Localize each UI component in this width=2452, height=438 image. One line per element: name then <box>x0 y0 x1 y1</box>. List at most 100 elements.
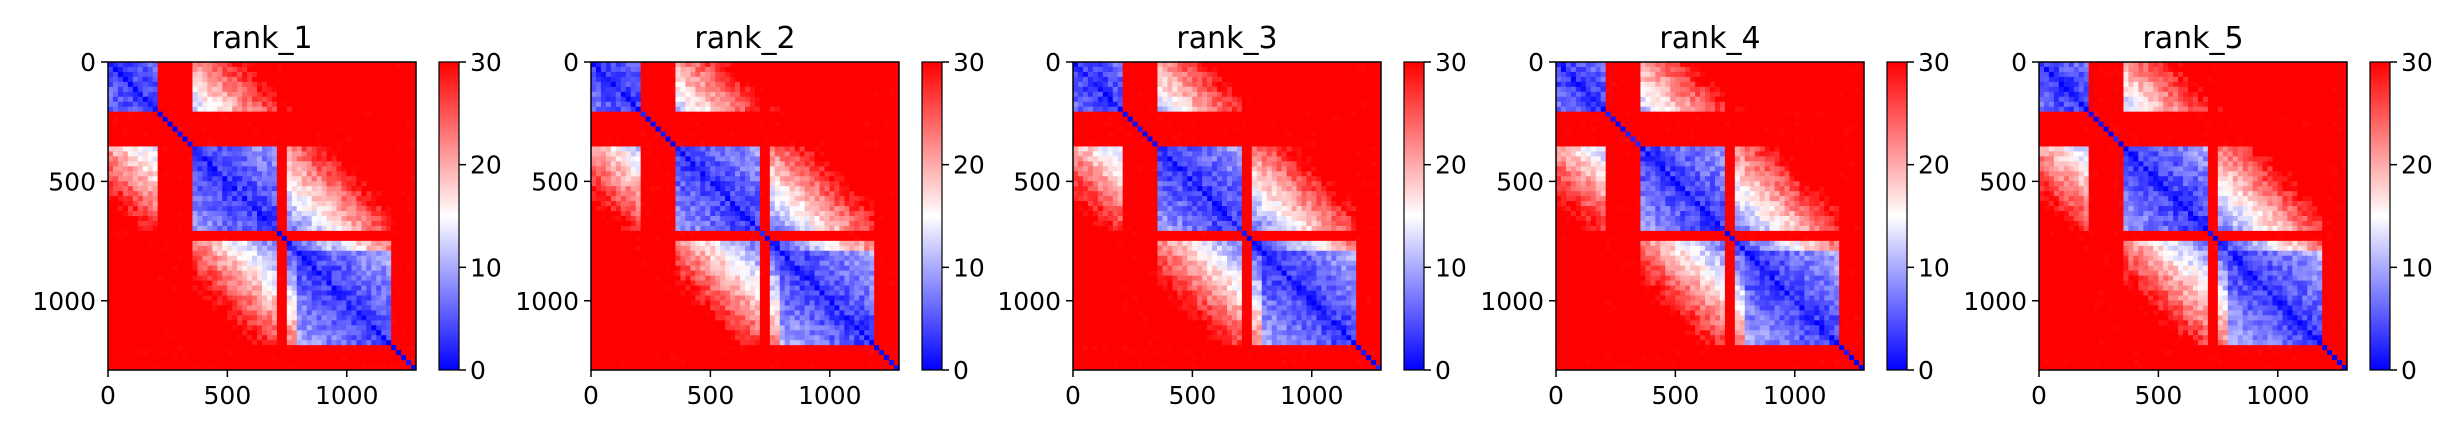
heatmap-cell <box>112 230 119 237</box>
heatmap-cell <box>809 121 815 127</box>
heatmap-cell <box>411 131 417 137</box>
heatmap-cell <box>197 220 203 227</box>
heatmap-cell <box>281 151 288 157</box>
heatmap-cell <box>316 245 323 252</box>
heatmap-cell <box>356 335 362 341</box>
heatmap-cell <box>779 111 786 118</box>
heatmap-cell <box>306 186 313 192</box>
heatmap-cell <box>391 355 397 361</box>
heatmap-cell <box>336 230 342 237</box>
heatmap-cell <box>371 91 377 98</box>
heatmap-cell <box>386 151 392 157</box>
heatmap-cell <box>157 285 164 291</box>
heatmap-cell <box>162 126 169 132</box>
heatmap-cell <box>864 91 870 98</box>
heatmap-cell <box>271 270 278 277</box>
heatmap-cell <box>192 305 198 311</box>
heatmap-cell <box>685 141 691 147</box>
heatmap-cell <box>207 171 213 177</box>
heatmap-cell <box>162 280 169 286</box>
heatmap-cell <box>281 335 288 341</box>
heatmap-cell <box>665 96 671 103</box>
heatmap-cell <box>346 111 352 118</box>
heatmap-cell <box>794 116 801 123</box>
heatmap-cell <box>132 280 139 286</box>
heatmap-cell <box>108 181 114 187</box>
heatmap-cell <box>247 335 253 341</box>
heatmap-cell <box>202 310 208 316</box>
heatmap-cell <box>122 335 129 341</box>
heatmap-cell <box>217 310 223 316</box>
heatmap-cell <box>316 201 323 207</box>
heatmap-cell <box>177 71 183 78</box>
heatmap-cell <box>291 240 298 247</box>
heatmap-cell <box>799 66 806 73</box>
heatmap-cell <box>754 81 761 88</box>
heatmap-cell <box>247 91 253 98</box>
heatmap-cell <box>281 186 288 192</box>
heatmap-cell <box>296 350 303 356</box>
heatmap-cell <box>396 161 402 167</box>
heatmap-cell <box>311 216 318 222</box>
heatmap-cell <box>351 305 357 311</box>
heatmap-cell <box>331 230 337 237</box>
heatmap-cell <box>301 300 308 306</box>
heatmap-cell <box>371 62 377 68</box>
heatmap-cell <box>112 146 119 152</box>
heatmap-cell <box>132 245 139 252</box>
heatmap-cell <box>690 101 696 108</box>
heatmap-cell <box>167 196 173 202</box>
heatmap-cell <box>276 285 283 291</box>
heatmap-cell <box>296 345 303 351</box>
heatmap-cell <box>108 225 114 232</box>
heatmap-cell <box>376 91 382 98</box>
heatmap-cell <box>262 62 268 68</box>
heatmap-cell <box>182 141 188 147</box>
heatmap-cell <box>157 280 164 286</box>
heatmap-cell <box>884 96 890 103</box>
heatmap-cell <box>715 96 721 103</box>
heatmap-cell <box>859 81 865 88</box>
heatmap-cell <box>391 305 397 311</box>
heatmap-cell <box>605 62 612 68</box>
heatmap-cell <box>187 76 193 83</box>
heatmap-cell <box>177 151 183 157</box>
heatmap-cell <box>819 76 825 83</box>
heatmap-cell <box>311 126 318 132</box>
heatmap-cell <box>286 260 293 267</box>
heatmap-cell <box>147 176 154 182</box>
heatmap-cell <box>321 176 327 182</box>
heatmap-cell <box>167 235 173 242</box>
heatmap-cell <box>132 66 139 73</box>
heatmap-cell <box>759 146 766 152</box>
heatmap-cell <box>142 141 149 147</box>
heatmap-cell <box>232 71 238 78</box>
heatmap-cell <box>217 315 223 321</box>
heatmap-cell <box>147 335 154 341</box>
heatmap-cell <box>237 111 243 118</box>
heatmap-cell <box>306 320 313 326</box>
heatmap-cell <box>361 260 367 267</box>
heatmap-cell <box>291 350 298 356</box>
heatmap-cell <box>122 290 129 296</box>
heatmap-cell <box>217 186 223 192</box>
heatmap-cell <box>700 121 706 127</box>
heatmap-cell <box>371 176 377 182</box>
heatmap-cell <box>356 131 362 137</box>
heatmap-cell <box>809 76 815 83</box>
heatmap-cell <box>361 71 367 78</box>
heatmap-cell <box>361 106 367 113</box>
heatmap-cell <box>316 71 323 78</box>
heatmap-cell <box>595 91 602 98</box>
heatmap-cell <box>411 206 417 212</box>
heatmap-cell <box>336 136 342 142</box>
heatmap-cell <box>122 235 129 242</box>
heatmap-cell <box>217 320 223 326</box>
heatmap-cell <box>685 146 691 152</box>
heatmap-cell <box>252 360 258 366</box>
heatmap-cell <box>157 171 164 177</box>
heatmap-cell <box>864 136 870 142</box>
heatmap-cell <box>356 325 362 331</box>
heatmap-cell <box>371 81 377 88</box>
heatmap-cell <box>242 111 248 118</box>
